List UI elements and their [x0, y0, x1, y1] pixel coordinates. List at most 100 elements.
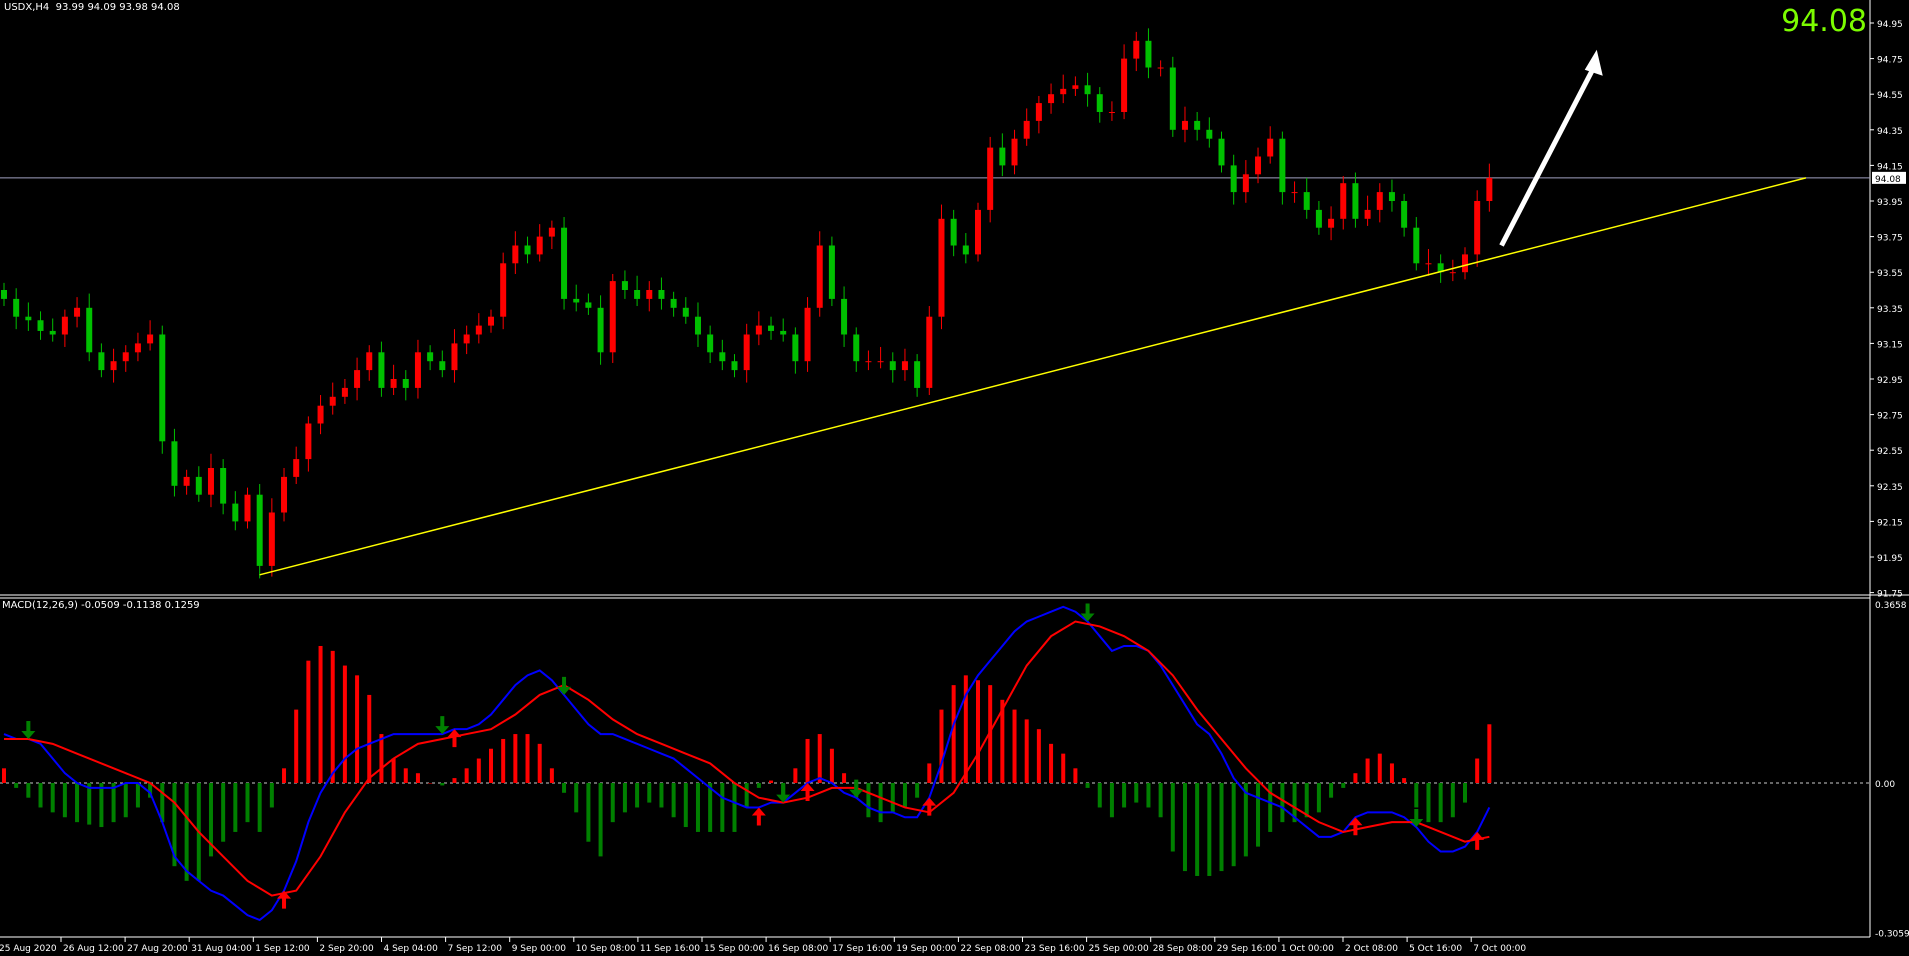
candle-bear — [1169, 67, 1176, 130]
buy-arrow-icon — [800, 783, 815, 801]
candle-bull — [451, 343, 458, 371]
candle-bull — [183, 476, 190, 486]
sell-arrow-icon — [1080, 603, 1095, 622]
macd-histogram-bar — [501, 738, 506, 783]
time-tick-label: 11 Sep 16:00 — [640, 944, 700, 954]
time-tick-label: 2 Sep 20:00 — [319, 944, 374, 954]
candle-bull — [877, 361, 884, 363]
macd-histogram-bar — [391, 758, 396, 783]
macd-histogram-bar — [732, 783, 737, 832]
candle-bear — [25, 316, 32, 321]
macd-histogram-bar — [1097, 783, 1102, 808]
candle-bear — [49, 330, 56, 335]
macd-histogram-bar — [817, 734, 822, 783]
candle-bear — [1194, 120, 1201, 130]
macd-histogram-bar — [866, 783, 871, 818]
candle-bear — [256, 494, 263, 566]
macd-histogram-bar — [1268, 783, 1273, 832]
symbol-header: USDX,H4 93.99 94.09 93.98 94.08 — [4, 2, 180, 13]
candle-bull — [390, 379, 397, 388]
macd-histogram-bar — [1146, 783, 1151, 808]
macd-histogram-bar — [1377, 753, 1382, 783]
candle-bull — [804, 307, 811, 362]
candle-bull — [646, 290, 653, 299]
macd-histogram-bar — [708, 783, 713, 832]
macd-histogram-bar — [403, 768, 408, 783]
macd-histogram-bar — [988, 685, 993, 783]
candle-bull — [1060, 88, 1067, 95]
macd-histogram-bar — [62, 783, 67, 818]
time-tick-label: 31 Aug 04:00 — [191, 944, 252, 954]
macd-histogram-bar — [330, 650, 335, 783]
macd-histogram-bar — [75, 783, 80, 823]
macd-tick-label: 0.00 — [1875, 780, 1895, 790]
buy-arrow-icon — [1348, 817, 1363, 836]
time-tick-label: 7 Sep 12:00 — [448, 944, 503, 954]
macd-histogram-bar — [1463, 783, 1467, 803]
candle-bull — [1340, 183, 1347, 219]
candle-bull — [281, 476, 288, 513]
candle-bear — [1413, 227, 1420, 264]
candle-bull — [938, 218, 945, 317]
candle-bull — [1255, 156, 1262, 175]
time-tick-label: 15 Sep 00:00 — [704, 944, 764, 954]
candle-bull — [122, 352, 129, 362]
candle-bear — [841, 298, 848, 335]
candle-bear — [427, 352, 434, 362]
arrow-head-icon — [1584, 49, 1603, 76]
macd-histogram-bar — [135, 783, 140, 808]
candle-bear — [792, 334, 799, 362]
macd-histogram-bar — [756, 783, 761, 788]
macd-histogram-bar — [963, 675, 968, 783]
macd-histogram-bar — [367, 694, 372, 783]
time-tick-label: 9 Sep 00:00 — [512, 944, 567, 954]
price-tick-label: 93.75 — [1877, 234, 1903, 244]
macd-histogram-bar — [14, 783, 19, 788]
macd-histogram-bar — [683, 783, 688, 828]
symbol-label: USDX,H4 — [4, 2, 50, 13]
candle-bear — [670, 298, 677, 308]
candle-bear — [159, 334, 166, 442]
candle-bull — [1048, 94, 1055, 104]
candle-bear — [1303, 192, 1310, 210]
candle-bull — [268, 512, 275, 566]
macd-histogram-bar — [306, 660, 311, 783]
macd-histogram-bar — [452, 778, 457, 783]
candle-bull — [1364, 209, 1371, 219]
macd-histogram-bar — [842, 773, 847, 783]
candle-bull — [755, 325, 762, 335]
macd-histogram-bar — [111, 783, 116, 823]
price-tick-label: 94.15 — [1877, 162, 1903, 172]
candle-bear — [634, 290, 641, 299]
candle-bull — [74, 307, 81, 317]
candle-bull — [110, 361, 117, 371]
macd-histogram-bar — [769, 780, 774, 783]
candle-bull — [1449, 272, 1456, 274]
macd-histogram-bar — [318, 645, 323, 783]
candle-bear — [524, 245, 531, 255]
macd-histogram-bar — [915, 783, 920, 798]
candle-bull — [536, 236, 543, 255]
macd-histogram-bar — [476, 758, 481, 783]
macd-histogram-bar — [1256, 783, 1261, 847]
macd-histogram-bar — [2, 768, 6, 783]
candle-bear — [682, 307, 689, 317]
price-tick-label: 92.35 — [1877, 483, 1903, 493]
price-tick-label: 91.95 — [1877, 554, 1903, 564]
macd-histogram-bar — [50, 783, 55, 813]
buy-arrow-icon — [751, 807, 766, 826]
candle-bull — [500, 263, 507, 317]
ohlc-values: 93.99 94.09 93.98 94.08 — [55, 2, 180, 13]
candle-bear — [1230, 165, 1237, 193]
macd-histogram-bar — [1158, 783, 1163, 818]
candle-bull — [1011, 138, 1018, 166]
time-tick-label: 22 Sep 08:00 — [960, 944, 1020, 954]
macd-histogram-bar — [233, 783, 238, 832]
candle-bull — [743, 334, 750, 371]
macd-histogram-bar — [1195, 783, 1200, 876]
macd-histogram-bar — [1426, 783, 1431, 823]
candle-bear — [962, 245, 969, 255]
macd-histogram-bar — [549, 768, 554, 783]
macd-histogram-bar — [1487, 724, 1492, 783]
macd-histogram-bar — [1316, 783, 1321, 813]
